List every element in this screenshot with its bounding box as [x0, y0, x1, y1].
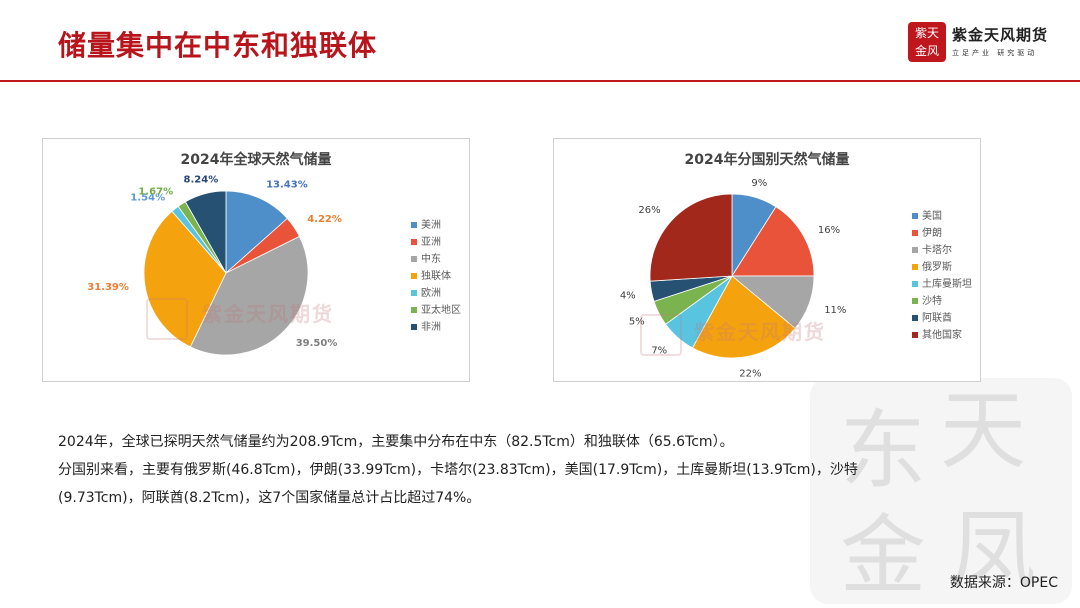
legend-swatch-1: [411, 222, 417, 228]
pie-slice-8: [649, 193, 733, 282]
legend-label-5: 欧洲: [421, 287, 441, 299]
global-reserves-pie-chart: 2024年全球天然气储量 13.43% 4.22% 39.50% 31.39% 1.54…: [42, 138, 470, 382]
legend-swatch-3: [411, 256, 417, 262]
data-label-2: 16%: [818, 225, 840, 236]
data-label-2: 4.22%: [307, 214, 342, 225]
pie-slice-1: [225, 190, 288, 274]
pie-slice-4: [691, 275, 796, 359]
data-label-4: 31.39%: [87, 282, 129, 293]
legend-label-6: 沙特: [922, 295, 942, 307]
legend-swatch-2: [411, 239, 417, 245]
summary-line: 2024年，全球已探明天然气储量约为208.9Tcm，主要集中分布在中东（82.…: [58, 434, 734, 450]
country-reserves-pie-chart: 2024年分国别天然气储量 9% 16% 11% 22% 7% 5% 4% 26% 美国伊朗卡塔…: [553, 138, 981, 382]
legend-label-2: 伊朗: [922, 227, 942, 239]
company-logo: 紫天 金风 紫金天风期货 立足产业 研究驱动: [908, 22, 1058, 66]
legend-label-2: 亚洲: [421, 236, 441, 248]
data-label-3: 39.50%: [296, 338, 338, 349]
legend-swatch-1: [912, 213, 918, 219]
svg-text:东: 东: [840, 401, 926, 501]
legend-swatch-2: [912, 230, 918, 236]
data-label-8: 26%: [638, 205, 660, 216]
data-label-6: 5%: [629, 317, 645, 328]
logo-slogan: 立足产业 研究驱动: [952, 49, 1038, 57]
watermark-seal-icon: [640, 314, 682, 356]
legend-swatch-4: [411, 273, 417, 279]
legend-label-8: 其他国家: [922, 328, 962, 341]
legend-label-1: 美洲: [421, 218, 441, 231]
svg-text:天: 天: [940, 381, 1026, 481]
data-label-1: 9%: [751, 178, 767, 189]
legend-swatch-6: [411, 307, 417, 313]
logo-seal-icon: 紫天 金风: [908, 22, 946, 62]
legend-label-7: 阿联酋: [922, 311, 952, 324]
chart-title: 2024年全球天然气储量: [180, 152, 332, 168]
data-label-3: 11%: [824, 305, 846, 316]
legend-label-1: 美国: [922, 209, 942, 222]
legend-label-3: 卡塔尔: [922, 243, 952, 256]
legend-label-7: 非洲: [421, 321, 441, 333]
summary-text: 2024年，全球已探明天然气储量约为208.9Tcm，主要集中分布在中东（82.…: [58, 428, 938, 512]
background-seal-watermark: 东 天 金 凤: [810, 378, 1072, 606]
svg-text:金: 金: [840, 506, 926, 606]
pie-slice-4: [143, 210, 227, 348]
legend-label-5: 土库曼斯坦: [922, 277, 972, 290]
pie-chart-svg: 13.43% 4.22% 39.50% 31.39% 1.54%1.67% 8.24% 美洲…: [87, 174, 461, 356]
summary-line: 分国别来看，主要有俄罗斯(46.8Tcm)，伊朗(33.99Tcm)，卡塔尔(2…: [58, 462, 858, 506]
chart-title: 2024年分国别天然气储量: [684, 152, 850, 168]
legend-swatch-6: [912, 298, 918, 304]
legend-label-6: 亚太地区: [421, 303, 461, 316]
page-title: 储量集中在中东和独联体: [58, 29, 378, 62]
watermark-text: 紫金天风期货: [202, 302, 334, 326]
legend-swatch-7: [912, 315, 918, 321]
data-label-4: 22%: [739, 368, 761, 379]
data-label-6: 1.67%: [138, 187, 173, 198]
watermark-seal-icon: [146, 298, 188, 340]
data-label-7: 4%: [620, 290, 636, 301]
data-label-1: 13.43%: [266, 180, 308, 191]
legend-label-4: 俄罗斯: [922, 260, 952, 273]
data-label-5: 1.54%: [130, 192, 165, 203]
pie-slice-2: [731, 206, 815, 277]
legend-swatch-5: [411, 290, 417, 296]
data-label-5: 7%: [651, 346, 667, 357]
legend-swatch-3: [912, 247, 918, 253]
logo-name: 紫金天风期货: [952, 26, 1049, 44]
svg-text:凤: 凤: [950, 501, 1036, 601]
pie-chart-svg: 9% 16% 11% 22% 7% 5% 4% 26% 美国伊朗卡塔尔俄罗斯土库曼斯坦沙特阿联酋…: [620, 178, 972, 379]
pie-slice-7: [184, 190, 227, 275]
legend-swatch-4: [912, 264, 918, 270]
legend-swatch-5: [912, 281, 918, 287]
data-label-7: 8.24%: [184, 174, 219, 185]
pie-slice-3: [189, 235, 309, 356]
legend-label-3: 中东: [421, 252, 441, 265]
title-divider: [0, 80, 1080, 82]
data-source: 数据来源：OPEC: [949, 575, 1058, 591]
legend-swatch-7: [411, 324, 417, 330]
watermark-text: 紫金天风期货: [694, 320, 826, 344]
legend-swatch-8: [912, 332, 918, 338]
legend-label-4: 独联体: [421, 269, 451, 282]
